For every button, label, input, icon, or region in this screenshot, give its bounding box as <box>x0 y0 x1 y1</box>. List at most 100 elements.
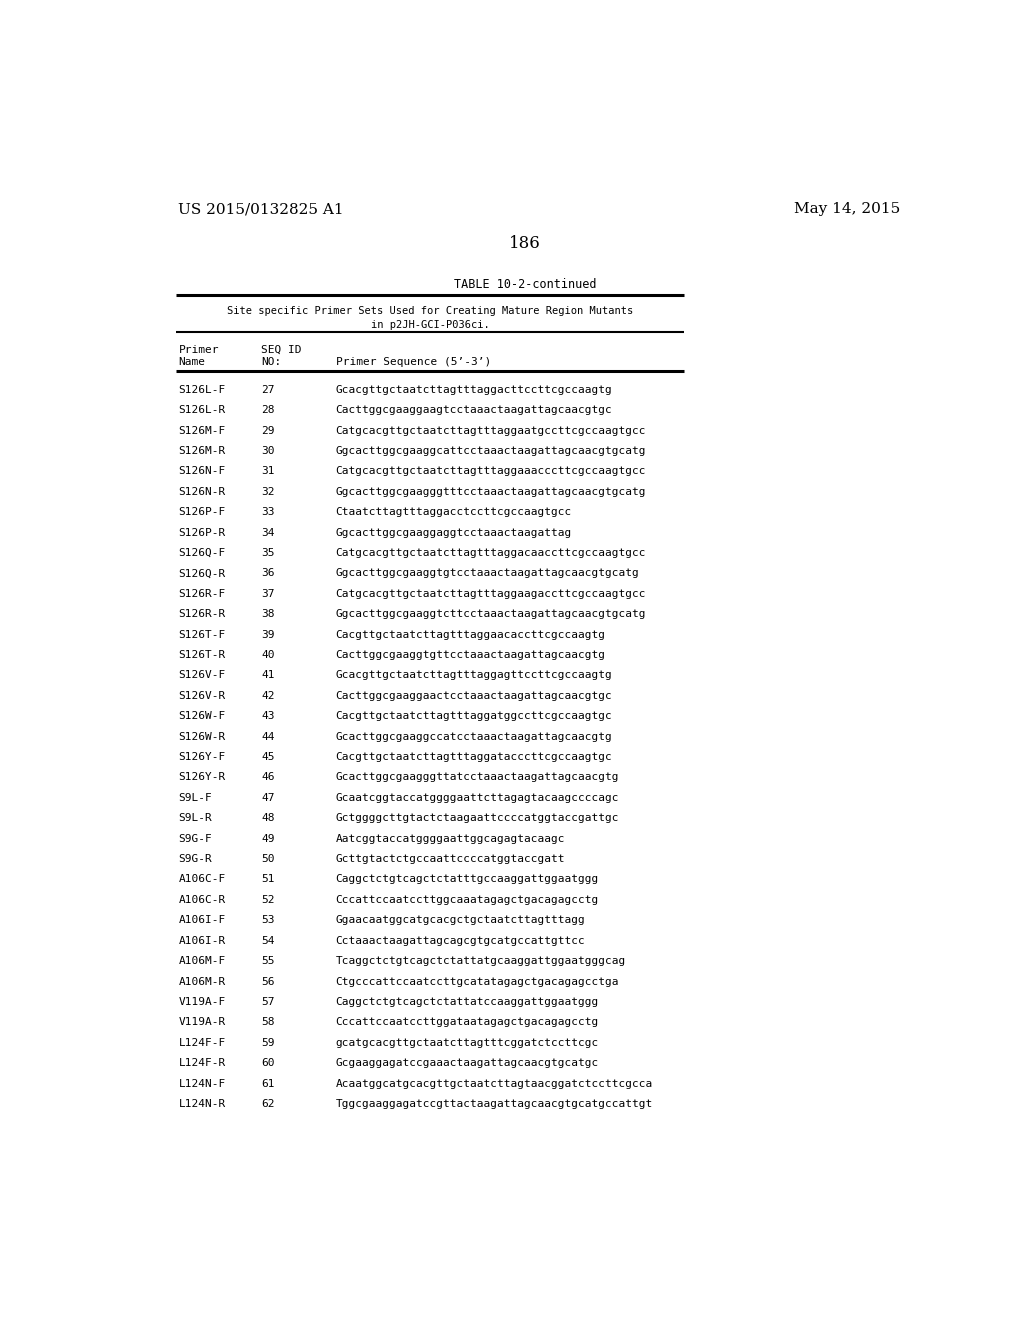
Text: Cacttggcgaaggtgttcctaaactaagattagcaacgtg: Cacttggcgaaggtgttcctaaactaagattagcaacgtg <box>336 649 606 660</box>
Text: NO:: NO: <box>261 358 282 367</box>
Text: Gcgaaggagatccgaaactaagattagcaacgtgcatgc: Gcgaaggagatccgaaactaagattagcaacgtgcatgc <box>336 1059 599 1068</box>
Text: S9G-F: S9G-F <box>178 834 212 843</box>
Text: L124F-F: L124F-F <box>178 1038 225 1048</box>
Text: Cccattccaatccttggcaaatagagctgacagagcctg: Cccattccaatccttggcaaatagagctgacagagcctg <box>336 895 599 906</box>
Text: S126Q-R: S126Q-R <box>178 569 225 578</box>
Text: Cacttggcgaaggaagtcctaaactaagattagcaacgtgc: Cacttggcgaaggaagtcctaaactaagattagcaacgtg… <box>336 405 612 416</box>
Text: S126L-R: S126L-R <box>178 405 225 416</box>
Text: S126N-R: S126N-R <box>178 487 225 496</box>
Text: Tcaggctctgtcagctctattatgcaaggattggaatgggcag: Tcaggctctgtcagctctattatgcaaggattggaatggg… <box>336 956 626 966</box>
Text: 45: 45 <box>261 752 274 762</box>
Text: 42: 42 <box>261 690 274 701</box>
Text: 53: 53 <box>261 915 274 925</box>
Text: in p2JH-GCI-P036ci.: in p2JH-GCI-P036ci. <box>371 321 489 330</box>
Text: 41: 41 <box>261 671 274 680</box>
Text: 51: 51 <box>261 874 274 884</box>
Text: S126R-F: S126R-F <box>178 589 225 599</box>
Text: S126Y-F: S126Y-F <box>178 752 225 762</box>
Text: S9L-R: S9L-R <box>178 813 212 824</box>
Text: Ctgcccattccaatccttgcatatagagctgacagagcctga: Ctgcccattccaatccttgcatatagagctgacagagcct… <box>336 977 620 986</box>
Text: S126L-F: S126L-F <box>178 385 225 395</box>
Text: S126P-F: S126P-F <box>178 507 225 517</box>
Text: S126Y-R: S126Y-R <box>178 772 225 783</box>
Text: Ggaacaatggcatgcacgctgctaatcttagtttagg: Ggaacaatggcatgcacgctgctaatcttagtttagg <box>336 915 586 925</box>
Text: 31: 31 <box>261 466 274 477</box>
Text: 40: 40 <box>261 649 274 660</box>
Text: 60: 60 <box>261 1059 274 1068</box>
Text: 52: 52 <box>261 895 274 906</box>
Text: 35: 35 <box>261 548 274 558</box>
Text: 54: 54 <box>261 936 274 945</box>
Text: 38: 38 <box>261 610 274 619</box>
Text: 186: 186 <box>509 235 541 252</box>
Text: 34: 34 <box>261 528 274 537</box>
Text: S126W-F: S126W-F <box>178 711 225 721</box>
Text: 49: 49 <box>261 834 274 843</box>
Text: L124N-F: L124N-F <box>178 1078 225 1089</box>
Text: S126M-R: S126M-R <box>178 446 225 455</box>
Text: Gcttgtactctgccaattccccatggtaccgatt: Gcttgtactctgccaattccccatggtaccgatt <box>336 854 565 865</box>
Text: S126W-R: S126W-R <box>178 731 225 742</box>
Text: 44: 44 <box>261 731 274 742</box>
Text: TABLE 10-2-continued: TABLE 10-2-continued <box>454 277 596 290</box>
Text: 36: 36 <box>261 569 274 578</box>
Text: Catgcacgttgctaatcttagtttaggaatgccttcgccaagtgcc: Catgcacgttgctaatcttagtttaggaatgccttcgcca… <box>336 425 646 436</box>
Text: Primer Sequence (5’-3’): Primer Sequence (5’-3’) <box>336 358 490 367</box>
Text: Primer: Primer <box>178 345 219 355</box>
Text: Ggcacttggcgaaggcattcctaaactaagattagcaacgtgcatg: Ggcacttggcgaaggcattcctaaactaagattagcaacg… <box>336 446 646 455</box>
Text: S126T-F: S126T-F <box>178 630 225 640</box>
Text: Name: Name <box>178 358 206 367</box>
Text: 27: 27 <box>261 385 274 395</box>
Text: 48: 48 <box>261 813 274 824</box>
Text: S9G-R: S9G-R <box>178 854 212 865</box>
Text: 50: 50 <box>261 854 274 865</box>
Text: 32: 32 <box>261 487 274 496</box>
Text: US 2015/0132825 A1: US 2015/0132825 A1 <box>178 202 344 216</box>
Text: 46: 46 <box>261 772 274 783</box>
Text: A106C-F: A106C-F <box>178 874 225 884</box>
Text: Gctggggcttgtactctaagaattccccatggtaccgattgc: Gctggggcttgtactctaagaattccccatggtaccgatt… <box>336 813 620 824</box>
Text: A106M-R: A106M-R <box>178 977 225 986</box>
Text: S126V-F: S126V-F <box>178 671 225 680</box>
Text: Cacgttgctaatcttagtttaggatggccttcgccaagtgc: Cacgttgctaatcttagtttaggatggccttcgccaagtg… <box>336 711 612 721</box>
Text: Caggctctgtcagctctatttgccaaggattggaatggg: Caggctctgtcagctctatttgccaaggattggaatggg <box>336 874 599 884</box>
Text: Cacttggcgaaggaactcctaaactaagattagcaacgtgc: Cacttggcgaaggaactcctaaactaagattagcaacgtg… <box>336 690 612 701</box>
Text: Gcacttggcgaagggttatcctaaactaagattagcaacgtg: Gcacttggcgaagggttatcctaaactaagattagcaacg… <box>336 772 620 783</box>
Text: 37: 37 <box>261 589 274 599</box>
Text: 61: 61 <box>261 1078 274 1089</box>
Text: 58: 58 <box>261 1018 274 1027</box>
Text: 59: 59 <box>261 1038 274 1048</box>
Text: S126P-R: S126P-R <box>178 528 225 537</box>
Text: Ggcacttggcgaaggtgtcctaaactaagattagcaacgtgcatg: Ggcacttggcgaaggtgtcctaaactaagattagcaacgt… <box>336 569 639 578</box>
Text: Ggcacttggcgaagggtttcctaaactaagattagcaacgtgcatg: Ggcacttggcgaagggtttcctaaactaagattagcaacg… <box>336 487 646 496</box>
Text: A106I-R: A106I-R <box>178 936 225 945</box>
Text: 29: 29 <box>261 425 274 436</box>
Text: Ctaatcttagtttaggacctccttcgccaagtgcc: Ctaatcttagtttaggacctccttcgccaagtgcc <box>336 507 572 517</box>
Text: L124F-R: L124F-R <box>178 1059 225 1068</box>
Text: Cctaaactaagattagcagcgtgcatgccattgttcc: Cctaaactaagattagcagcgtgcatgccattgttcc <box>336 936 586 945</box>
Text: Gcaatcggtaccatggggaattcttagagtacaagccccagc: Gcaatcggtaccatggggaattcttagagtacaagcccca… <box>336 793 620 803</box>
Text: Site specific Primer Sets Used for Creating Mature Region Mutants: Site specific Primer Sets Used for Creat… <box>227 306 634 317</box>
Text: 39: 39 <box>261 630 274 640</box>
Text: SEQ ID: SEQ ID <box>261 345 302 355</box>
Text: Tggcgaaggagatccgttactaagattagcaacgtgcatgccattgt: Tggcgaaggagatccgttactaagattagcaacgtgcatg… <box>336 1100 653 1109</box>
Text: Cacgttgctaatcttagtttaggatacccttcgccaagtgc: Cacgttgctaatcttagtttaggatacccttcgccaagtg… <box>336 752 612 762</box>
Text: Gcacttggcgaaggccatcctaaactaagattagcaacgtg: Gcacttggcgaaggccatcctaaactaagattagcaacgt… <box>336 731 612 742</box>
Text: Ggcacttggcgaaggtcttcctaaactaagattagcaacgtgcatg: Ggcacttggcgaaggtcttcctaaactaagattagcaacg… <box>336 610 646 619</box>
Text: 30: 30 <box>261 446 274 455</box>
Text: Catgcacgttgctaatcttagtttaggaaacccttcgccaagtgcc: Catgcacgttgctaatcttagtttaggaaacccttcgcca… <box>336 466 646 477</box>
Text: 28: 28 <box>261 405 274 416</box>
Text: S126T-R: S126T-R <box>178 649 225 660</box>
Text: Gcacgttgctaatcttagtttaggacttccttcgccaagtg: Gcacgttgctaatcttagtttaggacttccttcgccaagt… <box>336 385 612 395</box>
Text: S9L-F: S9L-F <box>178 793 212 803</box>
Text: V119A-F: V119A-F <box>178 997 225 1007</box>
Text: S126N-F: S126N-F <box>178 466 225 477</box>
Text: A106M-F: A106M-F <box>178 956 225 966</box>
Text: 47: 47 <box>261 793 274 803</box>
Text: S126V-R: S126V-R <box>178 690 225 701</box>
Text: gcatgcacgttgctaatcttagtttcggatctccttcgc: gcatgcacgttgctaatcttagtttcggatctccttcgc <box>336 1038 599 1048</box>
Text: May 14, 2015: May 14, 2015 <box>795 202 901 216</box>
Text: Ggcacttggcgaaggaggtcctaaactaagattag: Ggcacttggcgaaggaggtcctaaactaagattag <box>336 528 572 537</box>
Text: Gcacgttgctaatcttagtttaggagttccttcgccaagtg: Gcacgttgctaatcttagtttaggagttccttcgccaagt… <box>336 671 612 680</box>
Text: S126Q-F: S126Q-F <box>178 548 225 558</box>
